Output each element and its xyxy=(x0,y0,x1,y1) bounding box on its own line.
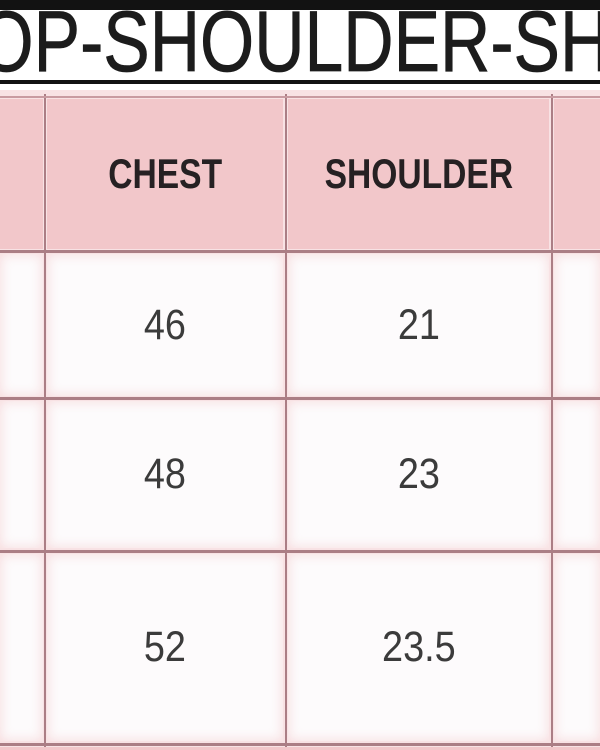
grid-hline-row1-bottom xyxy=(0,397,600,400)
grid-hline-row2-bottom xyxy=(0,550,600,553)
row3-cell-cropped-left xyxy=(0,554,43,741)
chest-header-label: CHEST xyxy=(108,150,222,197)
header-cell-shoulder: SHOULDER xyxy=(288,99,549,249)
size-chart-table: CHEST SHOULDER 46 21 48 23 52 23.5 xyxy=(0,90,600,750)
row2-cell-cropped-right xyxy=(554,401,600,548)
shoulder-header-label: SHOULDER xyxy=(324,150,513,197)
header-cell-chest: CHEST xyxy=(47,99,283,249)
grid-vline-middle xyxy=(285,94,287,750)
grid-hline-row3-bottom xyxy=(0,743,600,746)
page-title: DROP-SHOULDER-SHIRT xyxy=(0,10,600,80)
grid-hline-header-bottom xyxy=(0,250,600,253)
row2-shoulder-value: 23 xyxy=(397,450,440,498)
row3-cell-shoulder: 23.5 xyxy=(288,554,549,741)
row1-shoulder-value: 21 xyxy=(397,300,440,349)
row1-chest-value: 46 xyxy=(143,300,187,349)
row3-chest-value: 52 xyxy=(143,623,187,671)
row1-cell-chest: 46 xyxy=(47,254,283,396)
row3-cell-chest: 52 xyxy=(47,554,283,741)
header-cell-cropped-right xyxy=(554,99,600,249)
grid-vline-right xyxy=(551,94,553,750)
grid-hline-top xyxy=(0,96,600,98)
row3-cell-cropped-right xyxy=(554,554,600,741)
cropped-bottom-row-strip xyxy=(0,747,600,750)
row3-shoulder-value: 23.5 xyxy=(381,623,456,671)
banner-underline xyxy=(0,80,600,84)
row2-cell-chest: 48 xyxy=(47,401,283,548)
row2-chest-value: 48 xyxy=(143,450,187,498)
row1-cell-cropped-left xyxy=(0,254,43,396)
title-banner: DROP-SHOULDER-SHIRT xyxy=(0,10,600,80)
banner-top-bar xyxy=(0,0,600,10)
header-cell-cropped-left xyxy=(0,99,43,249)
grid-vline-left xyxy=(44,94,46,750)
row1-cell-cropped-right xyxy=(554,254,600,396)
row2-cell-shoulder: 23 xyxy=(288,401,549,548)
row1-cell-shoulder: 21 xyxy=(288,254,549,396)
row2-cell-cropped-left xyxy=(0,401,43,548)
